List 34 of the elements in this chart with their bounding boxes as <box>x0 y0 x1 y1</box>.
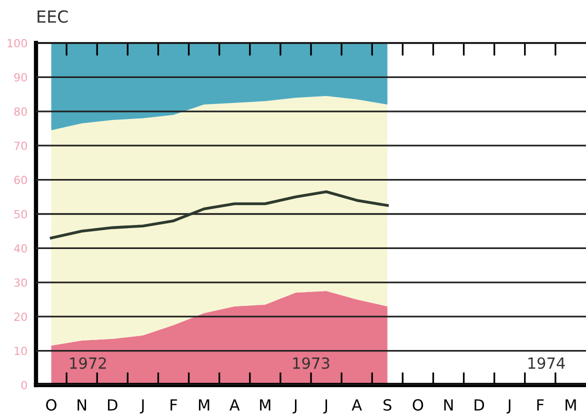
y-tick-label: 30 <box>14 278 27 287</box>
x-tick-label: M <box>260 399 270 410</box>
y-tick-label: 40 <box>14 244 27 253</box>
x-tick-label: O <box>46 399 56 411</box>
y-tick-label: 10 <box>14 346 27 356</box>
x-tick-label: F <box>170 399 178 410</box>
y-tick-label: 20 <box>14 312 27 321</box>
y-tick-label: 80 <box>14 107 27 116</box>
annotation: 1973 <box>293 357 330 369</box>
x-tick-label: O <box>412 399 424 411</box>
x-tick-label: F <box>537 399 544 410</box>
x-tick-label: J <box>506 399 510 414</box>
x-tick-label: D <box>108 399 118 410</box>
y-tick-label: 90 <box>14 73 27 82</box>
y-tick-label: 50 <box>14 210 27 218</box>
x-tick-label: A <box>352 399 362 410</box>
annotation: 1974 <box>528 357 565 369</box>
x-tick-label: M <box>198 399 210 410</box>
x-tick-label: N <box>78 399 86 410</box>
x-tick-label: A <box>230 399 240 410</box>
x-tick-label: S <box>384 399 392 411</box>
chart-title: EEC <box>38 10 68 23</box>
x-tick-label: J <box>292 399 296 414</box>
x-tick-label: M <box>566 399 576 410</box>
y-tick-label: 100 <box>8 38 27 48</box>
x-tick-label: D <box>474 399 484 410</box>
annotation: 1972 <box>70 357 106 369</box>
y-tick-label: 0 <box>21 380 27 390</box>
x-tick-label: J <box>323 399 328 414</box>
x-tick-label: N <box>444 399 453 410</box>
line-series <box>50 190 389 240</box>
x-tick-label: J <box>140 399 144 414</box>
y-tick-label: 70 <box>14 142 27 150</box>
y-tick-label: 60 <box>14 176 27 184</box>
